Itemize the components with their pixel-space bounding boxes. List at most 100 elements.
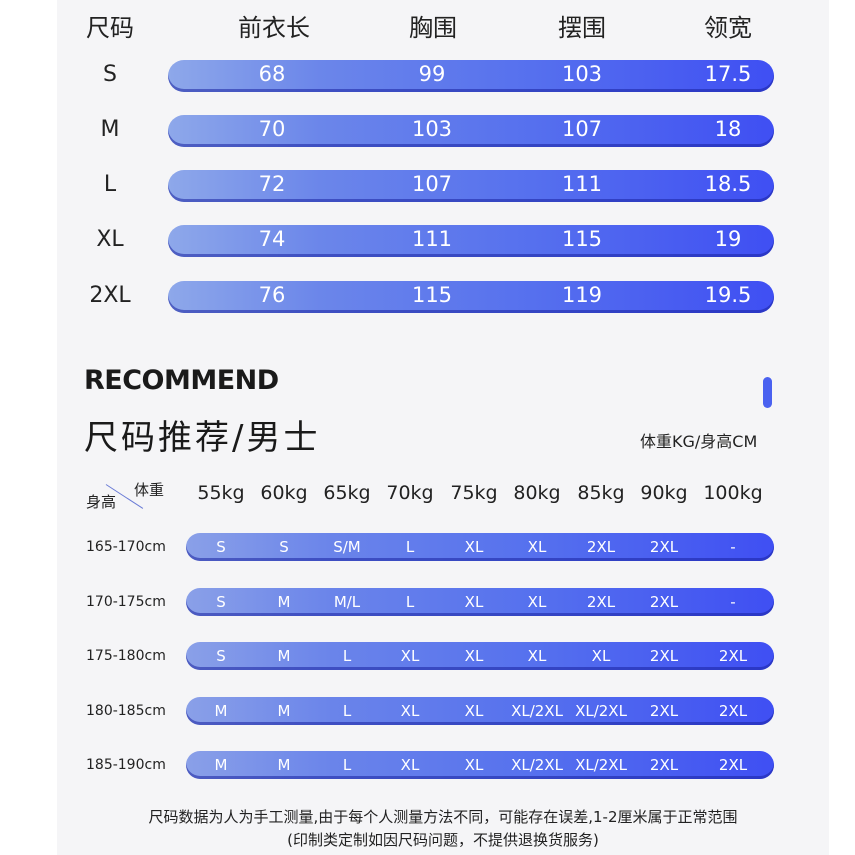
size-row-label: L xyxy=(103,172,117,197)
size-row-bar: 72 107 111 18.5 xyxy=(168,170,774,202)
weight-header: 100kg xyxy=(703,482,763,504)
size-cell: 68 xyxy=(258,62,286,86)
height-row-label: 185-190cm xyxy=(86,757,166,773)
recommend-cell: 2XL xyxy=(649,647,679,665)
size-cell: 70 xyxy=(258,117,286,141)
size-cell: 103 xyxy=(411,117,453,141)
accent-bar xyxy=(763,377,772,408)
weight-header: 65kg xyxy=(323,482,371,504)
footer-note: 尺码数据为人为手工测量,由于每个人测量方法不同，可能存在误差,1-2厘米属于正常… xyxy=(148,808,738,826)
recommend-cell: 2XL xyxy=(649,702,679,720)
size-cell: 17.5 xyxy=(704,62,752,86)
header-size: 尺码 xyxy=(86,14,134,42)
recommend-cell: S xyxy=(216,593,226,611)
recommend-cell: 2XL xyxy=(718,647,748,665)
size-cell: 115 xyxy=(561,227,603,251)
weight-header: 70kg xyxy=(386,482,434,504)
recommend-subtitle: 尺码推荐/男士 xyxy=(84,418,321,458)
recommend-cell: M xyxy=(277,593,291,611)
recommend-cell: L xyxy=(405,538,415,556)
size-cell: 72 xyxy=(258,172,286,196)
size-cell: 111 xyxy=(411,227,453,251)
size-cell: 18 xyxy=(714,117,742,141)
weight-header: 60kg xyxy=(260,482,308,504)
recommend-cell: XL xyxy=(464,647,484,665)
recommend-cell: 2XL xyxy=(718,756,748,774)
recommend-cell: 2XL xyxy=(718,702,748,720)
recommend-title: RECOMMEND xyxy=(84,365,279,396)
recommend-cell: S xyxy=(216,647,226,665)
size-row-label: XL xyxy=(96,227,124,252)
recommend-cell: XL xyxy=(591,647,611,665)
recommend-cell: - xyxy=(730,538,736,556)
recommend-cell: L xyxy=(342,647,352,665)
recommend-cell: XL xyxy=(527,593,547,611)
size-row-label: 2XL xyxy=(89,283,131,308)
recommend-cell: M/L xyxy=(333,593,361,611)
size-row-label: S xyxy=(103,62,117,87)
header-front-length: 前衣长 xyxy=(238,14,310,42)
size-cell: 19 xyxy=(714,227,742,251)
recommend-cell: XL xyxy=(400,702,420,720)
weight-header: 75kg xyxy=(450,482,498,504)
size-row-bar: 68 99 103 17.5 xyxy=(168,60,774,92)
recommend-cell: XL/2XL xyxy=(575,702,627,720)
size-cell: 76 xyxy=(258,283,286,307)
size-cell: 107 xyxy=(411,172,453,196)
size-row-label: M xyxy=(100,117,120,142)
size-cell: 111 xyxy=(561,172,603,196)
weight-header: 90kg xyxy=(640,482,688,504)
size-cell: 107 xyxy=(561,117,603,141)
recommend-cell: M xyxy=(214,702,228,720)
weight-header: 80kg xyxy=(513,482,561,504)
recommend-cell: 2XL xyxy=(649,756,679,774)
size-cell: 74 xyxy=(258,227,286,251)
recommend-cell: XL xyxy=(400,756,420,774)
recommend-cell: M xyxy=(277,702,291,720)
recommend-row-bar: M M L XL XL XL/2XL XL/2XL 2XL 2XL xyxy=(186,751,774,779)
recommend-cell: 2XL xyxy=(649,538,679,556)
unit-note: 体重KG/身高CM xyxy=(640,432,758,451)
recommend-cell: XL/2XL xyxy=(575,756,627,774)
size-row-bar: 70 103 107 18 xyxy=(168,115,774,147)
recommend-row-bar: S M L XL XL XL XL 2XL 2XL xyxy=(186,642,774,670)
size-cell: 18.5 xyxy=(704,172,752,196)
height-row-label: 170-175cm xyxy=(86,594,166,610)
recommend-cell: - xyxy=(730,593,736,611)
recommend-cell: XL/2XL xyxy=(511,702,563,720)
size-cell: 115 xyxy=(411,283,453,307)
recommend-cell: M xyxy=(214,756,228,774)
recommend-cell: L xyxy=(342,702,352,720)
recommend-cell: S/M xyxy=(333,538,361,556)
recommend-cell: M xyxy=(277,647,291,665)
weight-header: 85kg xyxy=(577,482,625,504)
recommend-cell: XL xyxy=(464,702,484,720)
recommend-cell: S xyxy=(216,538,226,556)
recommend-cell: 2XL xyxy=(586,538,616,556)
recommend-cell: M xyxy=(277,756,291,774)
size-cell: 119 xyxy=(561,283,603,307)
recommend-row-bar: S S S/M L XL XL 2XL 2XL - xyxy=(186,533,774,561)
recommend-row-bar: S M M/L L XL XL 2XL 2XL - xyxy=(186,588,774,616)
recommend-cell: 2XL xyxy=(586,593,616,611)
corner-weight-label: 体重 xyxy=(134,481,165,499)
recommend-cell: XL xyxy=(464,756,484,774)
header-collar-width: 领宽 xyxy=(704,14,752,42)
header-chest: 胸围 xyxy=(409,14,457,42)
recommend-cell: XL xyxy=(527,538,547,556)
recommend-cell: XL xyxy=(464,593,484,611)
header-hem: 摆围 xyxy=(558,14,606,42)
height-row-label: 180-185cm xyxy=(86,703,166,719)
footer-disclaimer: (印制类定制如因尺码问题，不提供退换货服务) xyxy=(287,831,599,849)
recommend-cell: XL xyxy=(464,538,484,556)
size-row-bar: 74 111 115 19 xyxy=(168,225,774,257)
recommend-row-bar: M M L XL XL XL/2XL XL/2XL 2XL 2XL xyxy=(186,697,774,725)
size-cell: 99 xyxy=(418,62,446,86)
recommend-cell: XL xyxy=(527,647,547,665)
recommend-cell: 2XL xyxy=(649,593,679,611)
height-row-label: 175-180cm xyxy=(86,648,166,664)
height-row-label: 165-170cm xyxy=(86,539,166,555)
recommend-cell: XL xyxy=(400,647,420,665)
recommend-cell: XL/2XL xyxy=(511,756,563,774)
size-cell: 103 xyxy=(561,62,603,86)
